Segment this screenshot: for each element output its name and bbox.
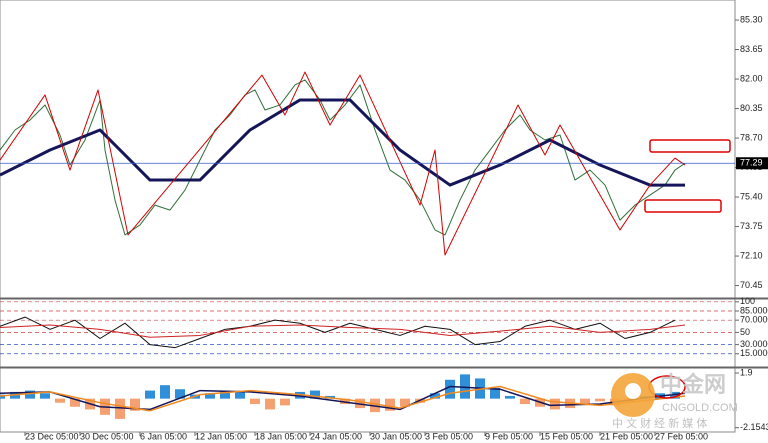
y-tick-label: 75.40: [740, 191, 763, 201]
watermark-logo: [625, 383, 641, 399]
histogram-bar: [40, 393, 50, 399]
series-line: [0, 79, 686, 236]
annotation-box: [644, 199, 722, 213]
series-line: [0, 324, 686, 338]
y-tick-label: 1.9: [740, 367, 753, 377]
x-tick-label: 9 Feb 05:00: [485, 431, 533, 441]
y-tick-label: 72.10: [740, 250, 763, 260]
x-tick-label: 30 Dec 05:00: [80, 431, 134, 441]
y-tick-label: 70.45: [740, 280, 763, 290]
watermark-tagline: 中 文 财 经 新 媒 体: [612, 416, 707, 430]
histogram-bar: [385, 398, 395, 411]
y-tick-label: 73.75: [740, 221, 763, 231]
x-tick-label: 6 Jan 05:00: [140, 431, 187, 441]
x-tick-label: 15 Feb 05:00: [540, 431, 593, 441]
x-tick-label: 27 Feb 05:00: [655, 431, 708, 441]
histogram-bar: [205, 393, 215, 399]
histogram-bar: [520, 398, 530, 405]
histogram-bar: [400, 398, 410, 407]
histogram-bar: [220, 390, 230, 399]
series-line: [0, 98, 685, 187]
current-price-box: [736, 157, 768, 170]
y-tick-label: 50: [740, 327, 750, 337]
histogram-bar: [280, 398, 290, 406]
y-tick-label: 82.00: [740, 73, 763, 83]
histogram-bar: [250, 398, 260, 405]
x-tick-label: 21 Feb 05:00: [600, 431, 653, 441]
y-tick-label: 80.35: [740, 103, 763, 113]
histogram-bar: [595, 398, 605, 402]
histogram-bar: [445, 379, 455, 399]
histogram-bar: [460, 374, 470, 399]
histogram-bar: [235, 391, 245, 399]
histogram-bar: [145, 390, 155, 399]
histogram-bar: [580, 398, 590, 405]
x-tick-label: 23 Dec 05:00: [25, 431, 79, 441]
y-tick-label: 70.0000: [740, 315, 768, 325]
histogram-bar: [55, 398, 65, 403]
histogram-bar: [310, 390, 320, 399]
histogram-bar: [115, 398, 125, 419]
histogram-bar: [25, 390, 35, 399]
histogram-bar: [670, 391, 680, 399]
y-tick-label: 85.0000: [740, 305, 768, 315]
histogram-bar: [70, 398, 80, 407]
x-tick-label: 30 Jan 05:00: [370, 431, 422, 441]
annotation-box: [649, 139, 731, 153]
histogram-bar: [0, 394, 5, 399]
x-tick-label: 24 Jan 05:00: [310, 431, 362, 441]
histogram-bar: [550, 398, 560, 410]
x-tick-label: 18 Jan 05:00: [255, 431, 307, 441]
y-tick-label: 100: [740, 296, 755, 306]
y-tick-label: 83.65: [740, 44, 763, 54]
marks: [0, 71, 735, 419]
y-tick-label: 30.0000: [740, 339, 768, 349]
histogram-bar: [265, 398, 275, 410]
x-tick-label: 12 Jan 05:00: [195, 431, 247, 441]
histogram-bar: [430, 393, 440, 399]
watermark-logo-text: 中金网: [660, 372, 726, 397]
y-tick-label: 78.70: [740, 132, 763, 142]
y-tick-label: -2.1543: [740, 422, 768, 432]
y-tick-label: 15.0000: [740, 348, 768, 358]
histogram-bar: [160, 385, 170, 399]
histogram-bar: [175, 389, 185, 399]
series-line: [0, 385, 686, 412]
watermark-site: CNGOLD.COM: [662, 402, 738, 414]
histogram-bar: [130, 398, 140, 411]
y-tick-label: 85.30: [740, 14, 763, 24]
histogram-bar: [505, 395, 515, 399]
watermark: 中金网 CNGOLD.COM 中 文 财 经 新 媒 体: [611, 372, 738, 430]
histogram-bar: [490, 387, 500, 399]
series-line: [0, 71, 686, 256]
x-tick-label: 3 Feb 05:00: [425, 431, 473, 441]
current-price-label: 77.29: [740, 158, 763, 168]
